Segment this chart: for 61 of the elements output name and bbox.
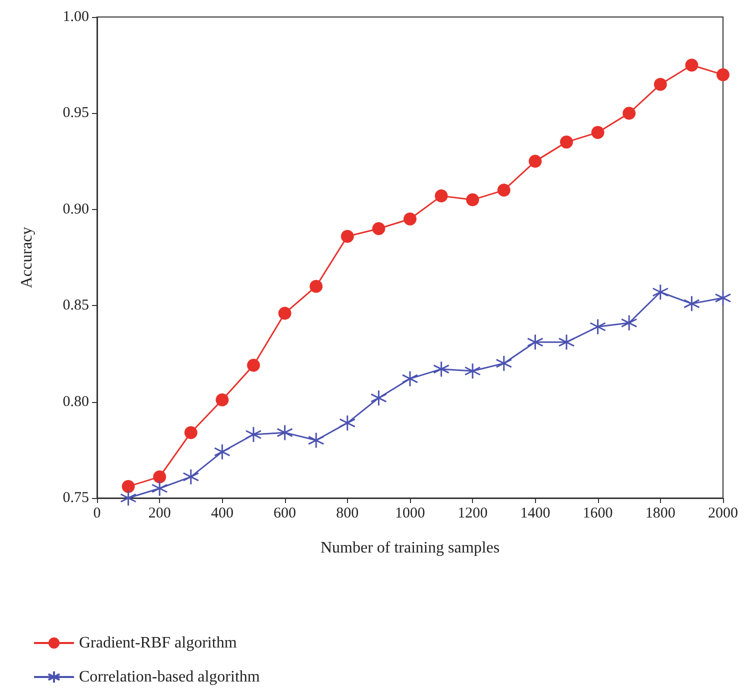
x-tick-label: 1400 [520, 506, 550, 522]
point [153, 470, 166, 484]
point [310, 280, 323, 293]
point [496, 355, 512, 372]
point [184, 426, 198, 440]
legend-label: Gradient-RBF algorithm [79, 634, 238, 652]
x-tick-label: 600 [274, 506, 296, 522]
y-axis-title: Accuracy [18, 226, 36, 288]
point [558, 334, 575, 350]
point [590, 318, 606, 336]
point [404, 212, 416, 226]
x-tick-label: 0 [93, 506, 101, 522]
x-tick-label: 400 [210, 506, 234, 522]
point [685, 58, 698, 72]
point [339, 414, 356, 432]
point [526, 334, 544, 350]
point [216, 393, 229, 406]
point [714, 290, 732, 306]
y-tick-label: 0.80 [62, 394, 89, 410]
point [466, 193, 480, 206]
x-tick-label: 1800 [645, 506, 676, 522]
point [245, 426, 262, 443]
point [151, 480, 168, 497]
y-tick-label: 1.00 [62, 9, 89, 25]
point [654, 78, 667, 91]
x-tick-label: 1600 [582, 506, 613, 522]
point [464, 362, 481, 380]
y-tick-label: 0.95 [62, 105, 89, 122]
point [120, 490, 137, 506]
point [560, 136, 573, 149]
point [372, 222, 386, 236]
point [716, 68, 730, 82]
point [308, 432, 324, 449]
legend-label: Correlation-based algorithm [79, 668, 260, 686]
y-tick-label: 0.90 [62, 201, 89, 218]
point [247, 358, 260, 372]
x-tick-label: 2000 [708, 506, 738, 522]
x-tick-label: 800 [336, 506, 359, 522]
point [434, 189, 448, 202]
x-tick-label: 1000 [395, 506, 425, 522]
point [340, 230, 354, 243]
x-tick-label: 1200 [458, 506, 488, 522]
point [591, 126, 604, 139]
point [214, 444, 230, 460]
x-tick-label: 200 [148, 506, 171, 522]
point [182, 468, 200, 486]
point [122, 480, 135, 493]
point [276, 424, 294, 441]
point [652, 284, 669, 300]
y-tick-label: 0.75 [62, 490, 89, 506]
point [683, 295, 700, 312]
point [278, 306, 292, 320]
point [528, 154, 542, 168]
point [620, 314, 638, 332]
point [622, 106, 636, 120]
point [370, 390, 387, 406]
point [402, 370, 418, 387]
point [433, 360, 450, 378]
point [497, 184, 510, 197]
y-tick-label: 0.85 [62, 298, 89, 314]
x-axis-title: Number of training samples [320, 540, 500, 556]
